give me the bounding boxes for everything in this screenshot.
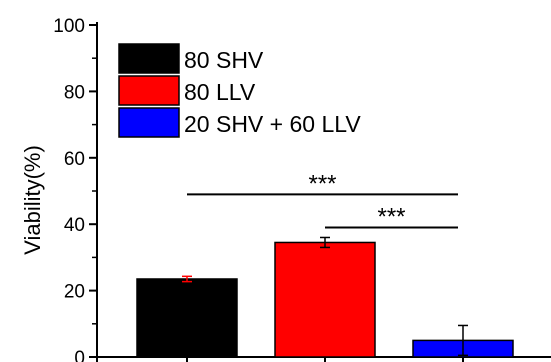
legend-label-2: 80 LLV	[184, 79, 256, 105]
significance-brackets: *** ***	[187, 170, 458, 231]
y-axis-title: Viability(%)	[20, 145, 45, 255]
legend: 80 SHV 80 LLV 20 SHV + 60 LLV	[118, 43, 361, 138]
y-tick-label: 60	[64, 149, 85, 170]
bar-2	[274, 241, 376, 358]
significance-label-2: ***	[377, 204, 405, 231]
legend-swatch-2	[118, 75, 180, 106]
error-bars	[182, 236, 468, 357]
bar-1	[136, 278, 238, 358]
legend-label-3: 20 SHV + 60 LLV	[184, 111, 361, 137]
legend-label-1: 80 SHV	[184, 47, 264, 73]
y-tick-label: 100	[53, 16, 85, 37]
significance-label-1: ***	[308, 170, 336, 197]
legend-swatch-3	[118, 107, 180, 138]
y-tick-label: 20	[64, 282, 85, 303]
legend-swatch-1	[118, 43, 180, 74]
bars	[136, 241, 514, 358]
y-tick-label: 0	[74, 348, 85, 362]
y-tick-label: 80	[64, 82, 85, 103]
y-tick-label: 40	[64, 215, 85, 236]
